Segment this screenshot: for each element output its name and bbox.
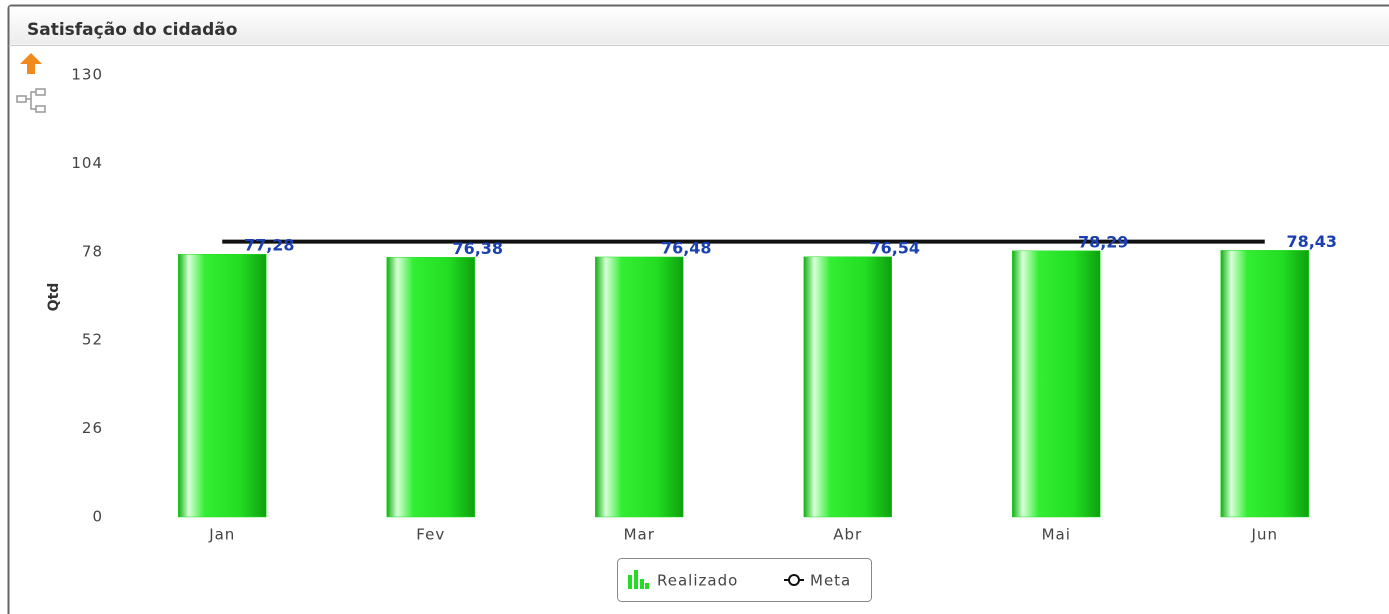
value-label: 76,54	[869, 238, 920, 257]
x-tick-label: Mar	[624, 526, 655, 544]
x-tick-label: Jun	[1251, 526, 1278, 544]
value-label: 76,38	[452, 239, 503, 258]
legend-icon	[628, 575, 632, 589]
value-label: 76,48	[661, 238, 712, 257]
legend-icon	[640, 579, 644, 589]
y-tick-label: 78	[82, 242, 103, 260]
bar	[1012, 250, 1101, 518]
y-tick-label: 130	[71, 66, 103, 84]
x-tick-label: Mai	[1042, 526, 1071, 544]
legend-icon	[788, 574, 800, 586]
bar	[595, 256, 684, 518]
legend-box	[617, 558, 872, 602]
bar	[178, 253, 267, 518]
y-tick-label: 0	[92, 508, 103, 526]
y-tick-label: 26	[82, 419, 103, 437]
value-label: 77,28	[244, 236, 295, 255]
bar	[1220, 250, 1309, 518]
bar	[386, 257, 475, 518]
hierarchy-icon[interactable]	[16, 88, 46, 113]
x-tick-label: Abr	[833, 526, 862, 544]
up-icon[interactable]	[20, 53, 42, 74]
legend-icon	[645, 583, 649, 589]
value-label: 78,29	[1078, 232, 1129, 251]
value-label: 78,43	[1286, 232, 1337, 251]
legend-label[interactable]: Realizado	[657, 572, 738, 590]
chart-title: Satisfação do cidadão	[27, 20, 237, 40]
legend-label[interactable]: Meta	[810, 572, 851, 590]
bar	[803, 256, 892, 518]
legend-icon	[634, 570, 638, 589]
y-tick-label: 52	[82, 331, 103, 349]
x-tick-label: Jan	[208, 526, 235, 544]
x-tick-label: Fev	[416, 526, 445, 544]
y-tick-label: 104	[71, 154, 103, 172]
panel-header	[9, 6, 1389, 45]
y-axis-label: Qtd	[46, 283, 62, 312]
legend: Realizado Meta	[617, 558, 872, 602]
